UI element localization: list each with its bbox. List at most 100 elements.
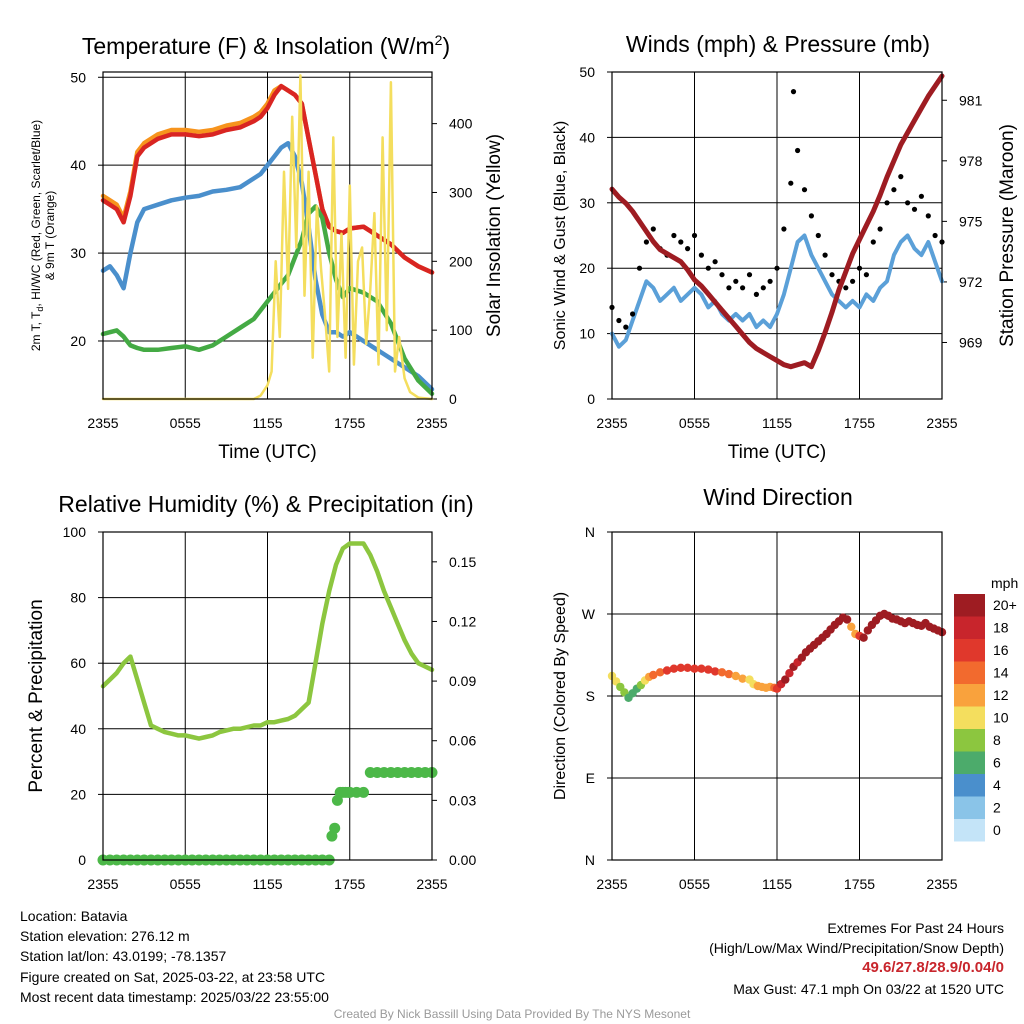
- y-axis-label: Direction (Colored By Speed): [552, 592, 569, 800]
- gust-point: [870, 239, 876, 245]
- series-line-1: [100, 83, 435, 275]
- gust-point: [650, 226, 656, 232]
- plot-frame: [611, 71, 943, 400]
- y-tick-label: 40: [579, 129, 595, 145]
- gust-point: [790, 89, 797, 95]
- x-tick-label: 1755: [334, 415, 365, 431]
- y-tick-label: 0: [78, 852, 86, 868]
- y-tick-label: E: [586, 770, 595, 786]
- direction-point: [662, 666, 672, 675]
- gust-point: [698, 252, 705, 258]
- colorbar-label: 4: [993, 777, 1001, 793]
- max-gust: Max Gust: 47.1 mph On 03/22 at 1520 UTC: [733, 980, 1004, 997]
- y-tick-label: 30: [579, 195, 595, 211]
- y2-tick-label: 972: [959, 274, 983, 290]
- plot-frame: [611, 531, 943, 861]
- gust-point: [691, 232, 698, 239]
- colorbar-label: 20+: [993, 597, 1017, 613]
- x-axis-label: Time (UTC): [728, 442, 827, 463]
- gust-point: [616, 317, 622, 324]
- gust-point: [740, 285, 746, 291]
- precip-point: [329, 822, 341, 834]
- y-tick-label: 100: [63, 524, 87, 540]
- x-tick-label: 1155: [762, 415, 792, 431]
- colorbar-swatch: [954, 639, 985, 662]
- direction-point: [710, 667, 720, 676]
- direction-point: [785, 669, 794, 678]
- x-tick-label: 0555: [679, 876, 710, 892]
- gust-point: [822, 252, 828, 258]
- colorbar-label: 10: [993, 710, 1009, 726]
- colorbar-swatch: [954, 819, 985, 842]
- direction-point: [859, 633, 868, 642]
- extremes-title: Extremes For Past 24 Hours: [827, 920, 1004, 936]
- y2-tick-label: 0.12: [449, 613, 476, 629]
- y-tick-label: 40: [70, 157, 86, 173]
- y2-tick-label: 0.03: [449, 792, 476, 808]
- y-tick-label: W: [582, 606, 596, 622]
- colorbar-swatch: [954, 751, 985, 774]
- direction-point: [655, 668, 665, 677]
- x-tick-label: 0555: [170, 876, 201, 892]
- gust-point: [643, 239, 650, 245]
- y-tick-label: 0: [587, 391, 595, 407]
- x-tick-label: 2355: [416, 415, 447, 431]
- x-tick-label: 2355: [926, 876, 957, 892]
- y-tick-label: 20: [70, 333, 86, 349]
- panel-rh: 2355 0555 1155 1755 2355 Relative Humidity (%…: [26, 491, 476, 892]
- gust-point: [630, 311, 636, 317]
- gust-point: [925, 213, 931, 219]
- y2-tick-label: 975: [959, 213, 983, 229]
- gust-point: [733, 278, 739, 284]
- y2-tick-label: 0.06: [449, 733, 476, 749]
- gust-point: [850, 278, 856, 284]
- gust-point: [877, 226, 883, 232]
- y2-axis-label: Solar Insolation (Yellow): [484, 134, 505, 337]
- y-axis-label: Sonic Wind & Gust (Blue, Black): [552, 121, 569, 350]
- y-tick-label: 40: [70, 721, 86, 737]
- x-tick-label: 2355: [596, 415, 627, 431]
- gust-point: [856, 265, 863, 271]
- gust-point: [746, 272, 753, 278]
- x-tick-label: 2355: [596, 876, 627, 892]
- plot-frame: [102, 531, 433, 861]
- figure-created: Figure created on Sat, 2025-03-22, at 23…: [20, 968, 326, 985]
- direction-point: [731, 671, 740, 681]
- chart-title: Winds (mph) & Pressure (mb): [626, 31, 930, 57]
- y2-tick-label: 200: [449, 253, 473, 269]
- gust-point: [767, 278, 773, 284]
- gust-point: [884, 200, 890, 206]
- x-tick-label: 1155: [762, 876, 792, 892]
- colorbar-swatch: [954, 684, 985, 707]
- x-tick-label: 1755: [334, 876, 365, 892]
- panel-wind: 2355 0555 1155 1755 2355 Winds (mph) & Pressu…: [552, 31, 1018, 463]
- colorbar-label: 14: [993, 665, 1009, 681]
- y-tick-label: N: [585, 852, 595, 868]
- colorbar-label: 8: [993, 732, 1001, 748]
- series-line-4: [101, 74, 434, 401]
- x-tick-label: 1755: [844, 876, 875, 892]
- colorbar-unit: mph: [991, 575, 1018, 591]
- x-tick-label: 2355: [416, 876, 447, 892]
- gust-point: [726, 285, 732, 291]
- gust-point: [712, 259, 718, 265]
- y-axis-label: 2m T, Td, HI/WC (Red, Green, Scarlet/Blu…: [29, 120, 45, 351]
- station-location: Location: Batavia: [20, 908, 128, 924]
- y-tick-label: 20: [579, 260, 595, 276]
- direction-point: [697, 664, 706, 673]
- gust-point: [891, 187, 897, 193]
- gust-point: [788, 180, 794, 186]
- gust-point: [753, 291, 760, 297]
- y-tick-label: 10: [579, 326, 595, 342]
- extremes-legend: (High/Low/Max Wind/Precipitation/Snow De…: [709, 940, 1004, 957]
- x-tick-label: 2355: [926, 415, 957, 431]
- extremes-values: 49.6/27.8/28.9/0.04/0: [862, 959, 1004, 977]
- chart-title: Relative Humidity (%) & Precipitation (i…: [58, 491, 473, 517]
- direction-point: [738, 674, 747, 683]
- colorbar-swatch: [954, 616, 985, 639]
- y2-tick-label: 978: [959, 153, 983, 169]
- gust-point: [863, 272, 870, 278]
- direction-point: [676, 663, 685, 672]
- y-axis-label-line2: & 9m T (Orange): [43, 191, 57, 281]
